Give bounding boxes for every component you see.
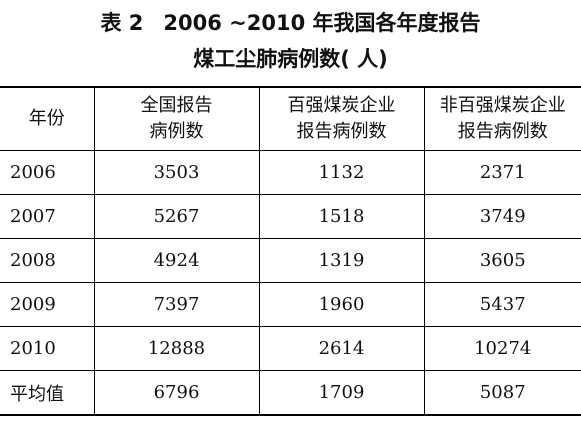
table-title-line-2: 煤工尘肺病例数( 人) bbox=[193, 47, 388, 71]
national-cases-cell: 5267 bbox=[94, 194, 260, 239]
table-title-text: 2006 ~2010 年我国各年度报告 bbox=[163, 11, 481, 35]
non-top100-cases-cell: 5087 bbox=[479, 382, 526, 403]
header-top100-line-1: 百强煤炭企业 bbox=[287, 95, 396, 116]
average-label-cell: 平均值 bbox=[0, 370, 95, 415]
table-title-line-1: 表 2 2006 ~2010 年我国各年度报告 bbox=[0, 9, 581, 37]
header-non-top100-line-2: 报告病例数 bbox=[457, 121, 548, 142]
header-non-top100-line-1: 非百强煤炭企业 bbox=[439, 95, 566, 116]
table-row: 2009 7397 1960 5437 bbox=[0, 282, 581, 327]
top100-cases-cell: 1709 bbox=[259, 370, 425, 415]
non-top100-cases-cell: 3749 bbox=[479, 206, 526, 227]
cases-table: 年份 全国报告 病例数 百强煤炭企业 报告病例数 非百强煤炭企业 报告病例数 2… bbox=[0, 86, 581, 416]
table-row: 2006 3503 1132 2371 bbox=[0, 150, 581, 195]
top100-cases-cell: 1518 bbox=[259, 194, 425, 239]
national-cases-cell: 12888 bbox=[94, 326, 260, 371]
header-national-line-1: 全国报告 bbox=[140, 95, 213, 116]
year-cell: 2008 bbox=[0, 238, 95, 283]
header-top100-line-2: 报告病例数 bbox=[296, 121, 387, 142]
national-cases-cell: 6796 bbox=[94, 370, 260, 415]
table-row: 2007 5267 1518 3749 bbox=[0, 194, 581, 239]
header-top100-cases: 百强煤炭企业 报告病例数 bbox=[259, 87, 425, 151]
year-cell: 2006 bbox=[0, 150, 95, 195]
table-header-row: 年份 全国报告 病例数 百强煤炭企业 报告病例数 非百强煤炭企业 报告病例数 bbox=[0, 87, 581, 151]
header-year-label: 年份 bbox=[28, 108, 65, 129]
year-cell: 2009 bbox=[0, 282, 95, 327]
non-top100-cases-cell: 5437 bbox=[479, 294, 526, 315]
top100-cases-cell: 1960 bbox=[259, 282, 425, 327]
national-cases-cell: 4924 bbox=[94, 238, 260, 283]
year-cell: 2010 bbox=[0, 326, 95, 371]
table-row-average: 平均值 6796 1709 5087 bbox=[0, 370, 581, 415]
top100-cases-cell: 2614 bbox=[259, 326, 425, 371]
table-row: 2008 4924 1319 3605 bbox=[0, 238, 581, 283]
header-year: 年份 bbox=[0, 87, 95, 151]
table-number: 表 2 bbox=[100, 11, 144, 35]
top100-cases-cell: 1132 bbox=[259, 150, 425, 195]
non-top100-cases-cell: 10274 bbox=[474, 338, 532, 359]
top100-cases-cell: 1319 bbox=[259, 238, 425, 283]
header-non-top100-cases: 非百强煤炭企业 报告病例数 bbox=[424, 87, 581, 151]
non-top100-cases-cell: 2371 bbox=[479, 162, 526, 183]
national-cases-cell: 7397 bbox=[94, 282, 260, 327]
non-top100-cases-cell: 3605 bbox=[479, 250, 526, 271]
header-national-cases: 全国报告 病例数 bbox=[94, 87, 260, 151]
header-national-line-2: 病例数 bbox=[149, 121, 204, 142]
national-cases-cell: 3503 bbox=[94, 150, 260, 195]
year-cell: 2007 bbox=[0, 194, 95, 239]
table-row: 2010 12888 2614 10274 bbox=[0, 326, 581, 371]
